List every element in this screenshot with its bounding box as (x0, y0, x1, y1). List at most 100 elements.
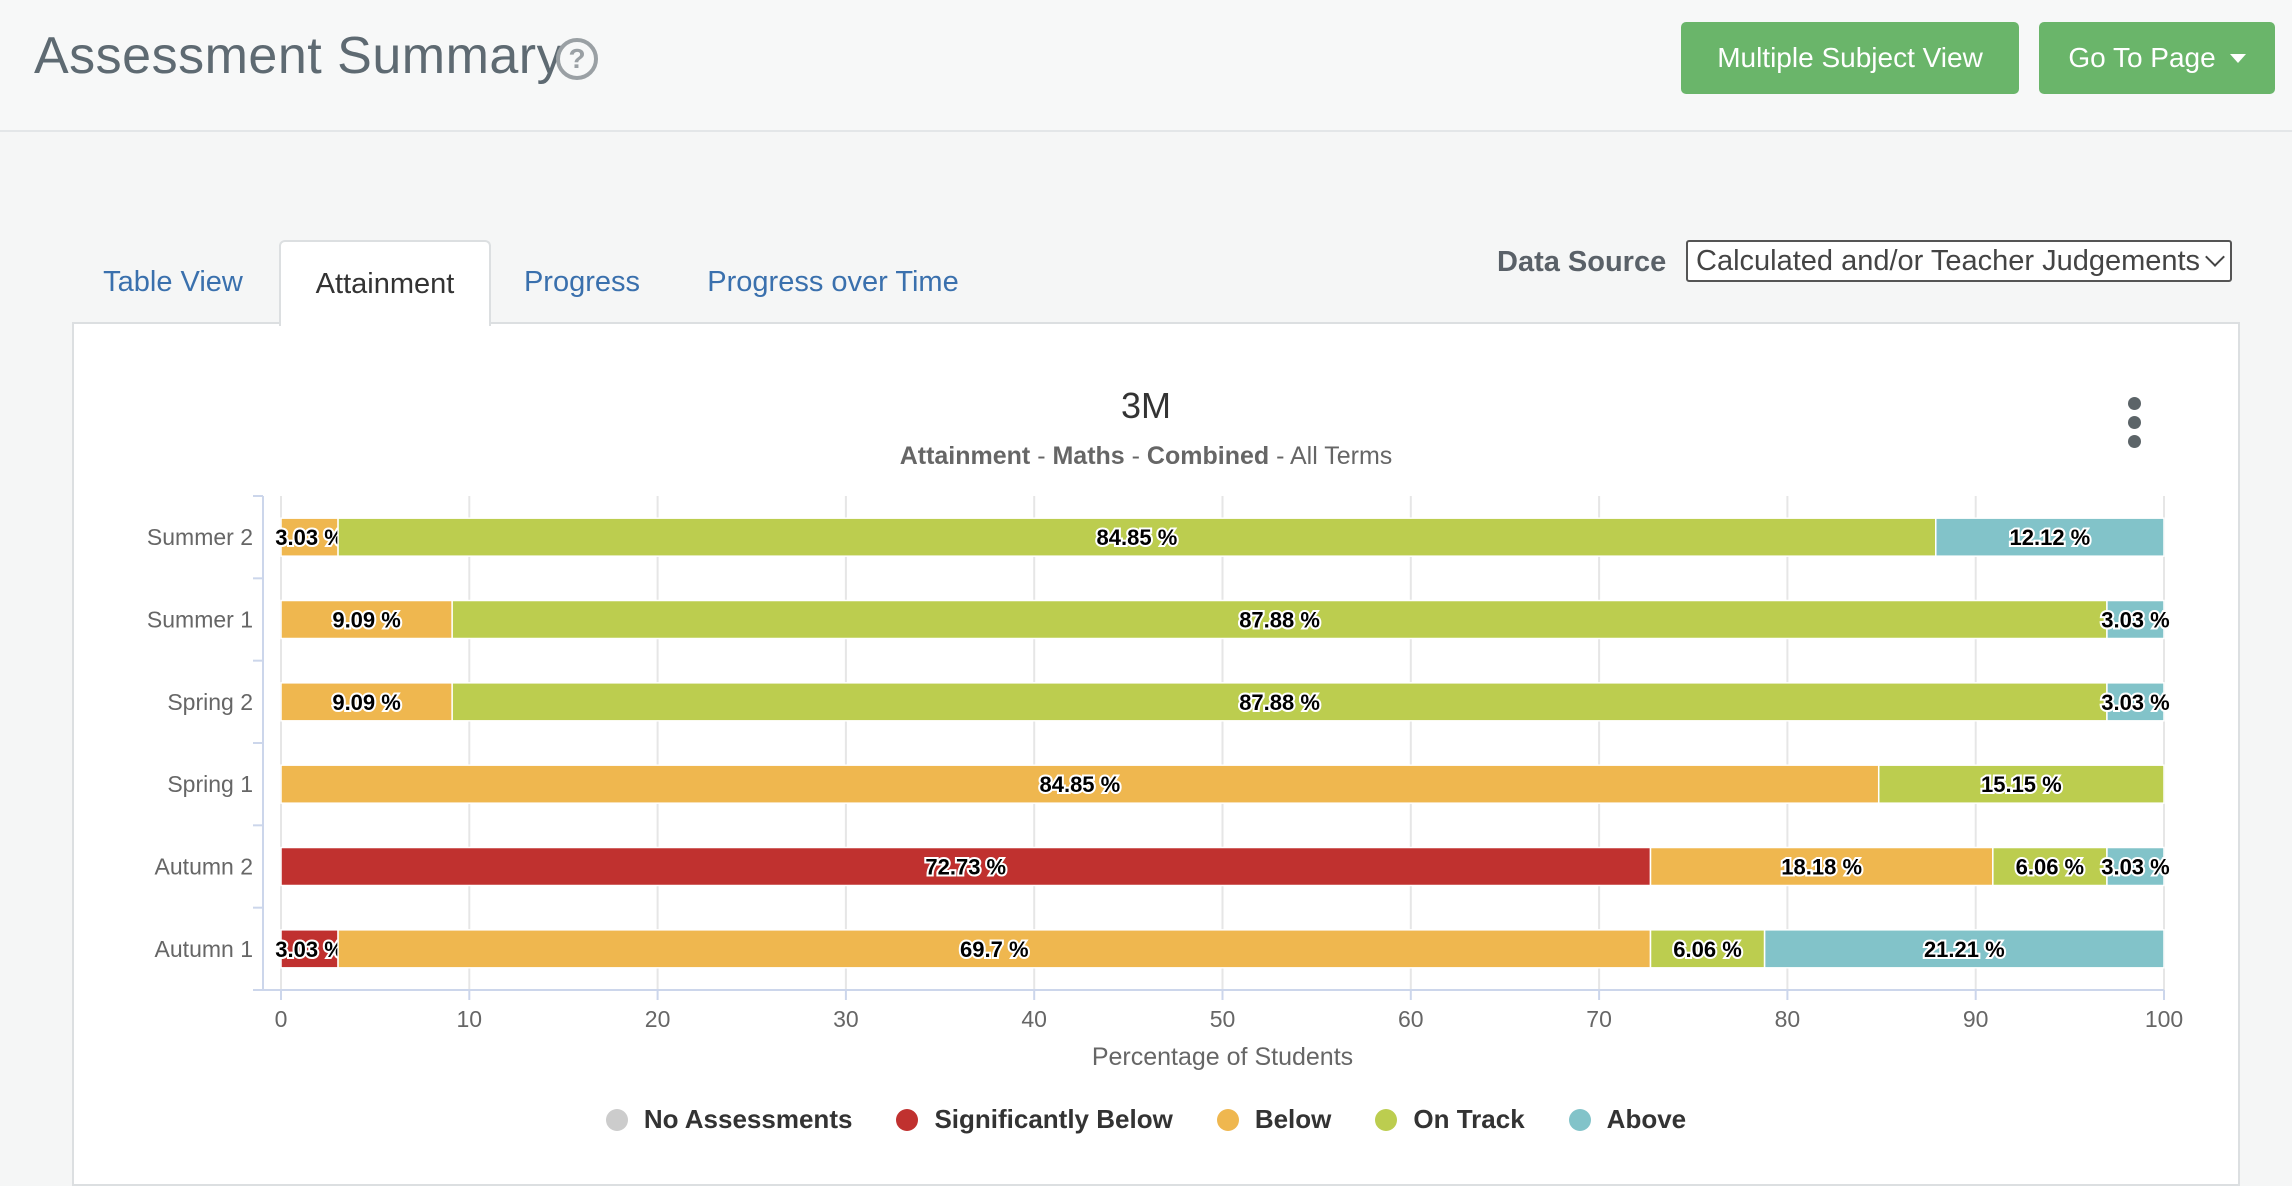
chart-legend: No Assessments Significantly Below Below On… (0, 1104, 2292, 1135)
question-circle-icon[interactable]: ? (556, 38, 598, 80)
legend-item[interactable]: Significantly Below (896, 1104, 1173, 1135)
subtitle-part: - All Terms (1269, 442, 1393, 470)
legend-label: Above (1606, 1104, 1687, 1134)
x-axis-title: Percentage of Students (1092, 1043, 1353, 1071)
subtitle-part: - (1030, 442, 1053, 470)
bar-segment (1992, 846, 2108, 887)
data-label: 87.88 % (1239, 608, 1320, 633)
x-tick-label: 70 (1586, 1006, 1612, 1032)
data-label: 6.06 % (1673, 937, 1742, 962)
bar-segment (280, 599, 453, 640)
bar-segment (2106, 846, 2165, 887)
chart-title: 3M (1120, 385, 1171, 426)
data-label: 6.06 % (2016, 855, 2085, 880)
go-to-page-label: Go To Page (2068, 42, 2216, 73)
data-label: 3.03 % (275, 937, 344, 962)
x-tick-label: 90 (1963, 1006, 1989, 1032)
legend-label: On Track (1413, 1104, 1525, 1134)
chart-subtitle: Attainment - Maths - Combined - All Term… (0, 442, 2292, 471)
data-source-label: Data Source (1497, 246, 1667, 278)
data-label: 12.12 % (2010, 525, 2091, 550)
y-category-label: Spring 1 (167, 771, 253, 797)
bar-segment (337, 929, 1652, 969)
tab-progress[interactable]: Progress (500, 240, 664, 324)
bar-segment (2106, 599, 2165, 640)
multiple-subject-view-button[interactable]: Multiple Subject View (1681, 22, 2019, 94)
y-category-label: Autumn 2 (155, 854, 253, 880)
bar-segment (280, 846, 1652, 887)
y-category-label: Summer 1 (147, 607, 253, 633)
y-category-label: Spring 2 (167, 689, 253, 715)
bar-segment (1935, 517, 2165, 557)
chart-panel (72, 322, 2240, 1186)
go-to-page-button[interactable]: Go To Page (2039, 22, 2275, 94)
legend-item[interactable]: Above (1568, 1104, 1687, 1135)
data-label: 3.03 % (275, 525, 344, 550)
legend-marker-icon (605, 1108, 628, 1131)
data-label: 84.85 % (1039, 772, 1120, 797)
bar-segment (1649, 929, 1766, 969)
x-tick-label: 0 (275, 1006, 288, 1032)
legend-marker-icon (1216, 1108, 1239, 1131)
legend-marker-icon (1375, 1108, 1398, 1131)
data-label: 21.21 % (1924, 937, 2005, 962)
tab-attainment[interactable]: Attainment (279, 240, 491, 326)
data-label: 69.7 % (960, 937, 1029, 962)
subtitle-part: Attainment (899, 442, 1031, 470)
bar-segment (280, 764, 1880, 804)
x-tick-label: 20 (645, 1006, 671, 1032)
tab-label: Progress (523, 265, 641, 298)
legend-label: Below (1254, 1104, 1332, 1134)
legend-label: No Assessments (643, 1104, 853, 1134)
data-source-value: Calculated and/or Teacher Judgements (1696, 244, 2201, 277)
legend-item[interactable]: No Assessments (605, 1104, 853, 1135)
subtitle-part: Combined (1146, 442, 1270, 470)
x-tick-label: 100 (2145, 1006, 2183, 1032)
bar-segment (1649, 846, 1994, 887)
bar-segment (1877, 764, 2165, 804)
legend-item[interactable]: Below (1216, 1104, 1332, 1135)
x-tick-label: 30 (833, 1006, 859, 1032)
subtitle-part: - (1124, 442, 1147, 470)
data-label: 15.15 % (1981, 772, 2062, 797)
data-source-select[interactable]: Calculated and/or Teacher Judgements (1686, 240, 2232, 282)
data-label: 9.09 % (332, 690, 401, 715)
data-label: 87.88 % (1239, 690, 1320, 715)
data-label: 3.03 % (2101, 608, 2170, 633)
y-category-label: Autumn 1 (155, 936, 253, 962)
data-label: 72.73 % (925, 855, 1006, 880)
legend-item[interactable]: On Track (1375, 1104, 1525, 1135)
subtitle-part: Maths (1052, 442, 1125, 470)
tab-label: Table View (103, 265, 243, 298)
bar-segment (280, 682, 453, 722)
data-label: 3.03 % (2101, 690, 2170, 715)
x-tick-label: 50 (1210, 1006, 1236, 1032)
tab-progress-over-time[interactable]: Progress over Time (688, 240, 978, 324)
bar-segment (451, 599, 2108, 640)
caret-down-icon (2229, 53, 2246, 63)
tab-label: Progress over Time (707, 265, 959, 298)
page-header: Assessment Summary ? Multiple Subject Vi… (0, 0, 2292, 132)
x-tick-label: 40 (1021, 1006, 1047, 1032)
data-label: 3.03 % (2101, 855, 2170, 880)
chart-menu-kebab-icon[interactable] (2122, 397, 2146, 449)
page-title: Assessment Summary (34, 27, 564, 85)
data-label: 84.85 % (1097, 525, 1178, 550)
tab-table-view[interactable]: Table View (72, 240, 274, 324)
x-tick-label: 60 (1398, 1006, 1424, 1032)
x-tick-label: 10 (457, 1006, 483, 1032)
data-label: 9.09 % (332, 608, 401, 633)
bar-segment (1763, 929, 2165, 969)
multiple-subject-view-label: Multiple Subject View (1717, 42, 1983, 73)
tab-label: Attainment (315, 267, 455, 300)
legend-label: Significantly Below (934, 1104, 1173, 1134)
legend-marker-icon (1568, 1108, 1591, 1131)
bar-segment (280, 929, 339, 969)
bar-segment (2106, 682, 2165, 722)
y-category-label: Summer 2 (147, 524, 253, 550)
legend-marker-icon (896, 1108, 919, 1131)
x-tick-label: 80 (1775, 1006, 1801, 1032)
bar-segment (280, 517, 339, 557)
data-label: 18.18 % (1781, 855, 1862, 880)
